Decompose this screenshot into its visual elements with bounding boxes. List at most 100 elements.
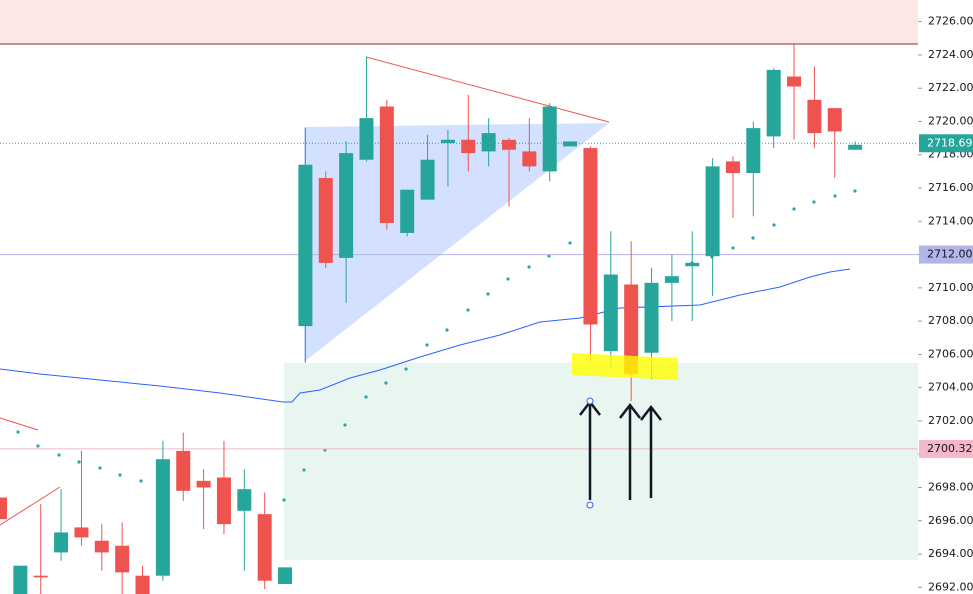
- y-tick-label: 2704.00: [928, 381, 973, 394]
- sar-dot: [425, 343, 429, 347]
- sar-dot: [57, 453, 61, 457]
- anchor: [586, 397, 594, 405]
- sar-dot: [751, 236, 755, 240]
- trend-line: [365, 56, 610, 123]
- sar-dot: [384, 381, 388, 385]
- candle-body: [624, 284, 639, 375]
- y-tick-label: 2726.00: [928, 15, 973, 28]
- sar-dot: [118, 473, 122, 477]
- price-label-box: [919, 439, 973, 458]
- sar-dot: [506, 277, 510, 281]
- sar-dot: [466, 308, 470, 312]
- plot: [0, 43, 918, 594]
- indicator-line: [0, 268, 851, 403]
- candle-body: [115, 545, 130, 573]
- candle-body: [705, 166, 720, 257]
- y-tick-label: 2710.00: [928, 281, 973, 294]
- price-label: 2718.69: [927, 136, 973, 149]
- y-tick-label: 2702.00: [928, 414, 973, 427]
- candle-body: [135, 575, 150, 594]
- sar-dot: [772, 223, 776, 227]
- y-tick-label: 2696.00: [928, 514, 973, 527]
- trend-line: [0, 417, 39, 431]
- candle-body: [155, 459, 170, 576]
- candle-body: [807, 99, 822, 134]
- sar-dot: [833, 194, 837, 198]
- sar-dot: [16, 430, 20, 434]
- candle-body: [461, 139, 476, 154]
- candle-body: [94, 540, 109, 553]
- sar-dot: [792, 207, 796, 211]
- highlight: [572, 353, 678, 380]
- price-axis: [918, 0, 973, 594]
- sar-dot: [77, 460, 81, 464]
- sar-dot: [302, 468, 306, 472]
- candle-body: [440, 139, 455, 144]
- candle-body: [176, 450, 191, 491]
- resistance-zone: [0, 0, 918, 44]
- candle-body: [827, 108, 842, 132]
- candle-body: [603, 274, 618, 352]
- y-tick-label: 2724.00: [928, 48, 973, 61]
- candle-body: [74, 527, 89, 538]
- candle-body: [644, 282, 659, 353]
- sar-dot: [404, 367, 408, 371]
- y-tick-label: 2720.00: [928, 114, 973, 127]
- support-zone: [284, 363, 918, 560]
- candle-body: [0, 497, 7, 520]
- candle-body: [746, 128, 761, 174]
- sar-dot: [527, 265, 531, 269]
- sar-dot: [343, 423, 347, 427]
- candle-body: [664, 276, 679, 283]
- y-tick-label: 2708.00: [928, 314, 973, 327]
- sar-dot: [547, 254, 551, 258]
- y-tick-label: 2692.00: [928, 580, 973, 593]
- trend-line: [0, 486, 61, 526]
- candle-body: [359, 118, 374, 160]
- candle-body: [379, 106, 394, 223]
- sar-dot: [282, 498, 286, 502]
- price-label-box: [919, 134, 973, 153]
- candle-body: [563, 141, 578, 147]
- candle-body: [542, 106, 557, 172]
- candle-body: [298, 164, 313, 327]
- y-tick-label: 2694.00: [928, 547, 973, 560]
- sar-dot: [486, 292, 490, 296]
- anchor: [586, 501, 594, 509]
- candle-body: [54, 532, 69, 553]
- sar-dot: [812, 200, 816, 204]
- price-label: 2712.00: [927, 248, 973, 261]
- sar-dot: [853, 189, 857, 193]
- sar-dot: [36, 444, 40, 448]
- price-label: 2700.32: [927, 442, 973, 455]
- y-tick-label: 2722.00: [928, 81, 973, 94]
- candle-body: [216, 477, 231, 525]
- sar-dot: [98, 466, 102, 470]
- candle-body: [502, 139, 516, 150]
- arrows: [579, 399, 662, 500]
- y-tick-label: 2716.00: [928, 181, 973, 194]
- candle-body: [318, 178, 333, 263]
- candle-body: [196, 480, 211, 488]
- candle-body: [237, 489, 252, 511]
- y-tick-label: 2714.00: [928, 214, 973, 227]
- candle-body: [33, 575, 48, 578]
- candle-body: [13, 565, 28, 594]
- candle-body: [522, 151, 537, 167]
- sar-dot: [445, 328, 449, 332]
- sar-dot: [731, 246, 735, 250]
- candle-body: [787, 76, 802, 87]
- sar-dot: [568, 241, 572, 245]
- candle-body: [725, 161, 740, 174]
- candle-body: [278, 567, 293, 585]
- sar-dot: [139, 479, 143, 483]
- candle-body: [766, 69, 781, 137]
- candle-body: [685, 262, 700, 267]
- candle-body: [420, 159, 435, 200]
- y-tick-label: 2698.00: [928, 481, 973, 494]
- candle-body: [400, 189, 415, 233]
- sar-dot: [364, 395, 368, 399]
- candle-body: [257, 514, 272, 581]
- candle-body: [583, 148, 598, 325]
